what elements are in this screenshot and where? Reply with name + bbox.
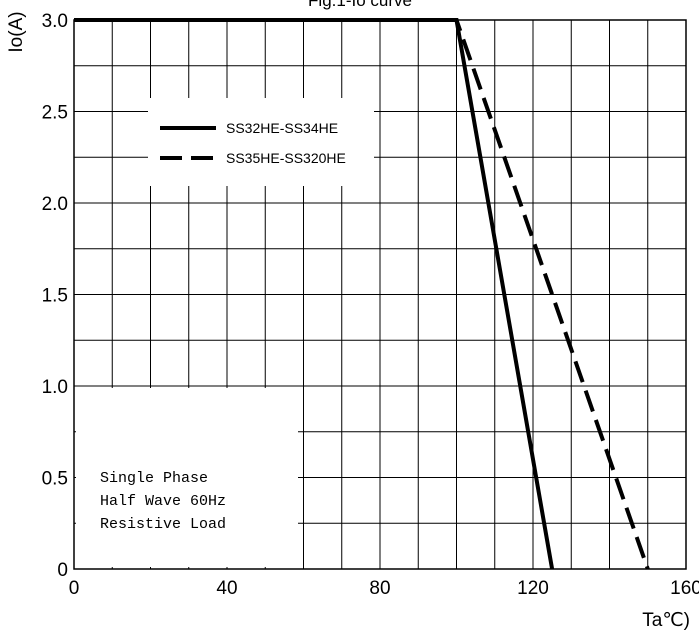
x-tick-label: 80 — [369, 578, 390, 599]
x-tick-label: 120 — [517, 578, 549, 599]
y-tick-label: 1.5 — [42, 286, 68, 307]
x-tick-label: 160 — [670, 578, 699, 599]
tick-labels: 0 40 80 120 160 0 0.5 1.0 1.5 2.0 2.5 3.0 — [42, 11, 699, 599]
label-backgrounds — [76, 98, 374, 567]
y-tick-label: 2.0 — [42, 194, 68, 215]
y-tick-label: 1.0 — [42, 377, 68, 398]
y-tick-label: 0.5 — [42, 469, 68, 490]
x-tick-label: 0 — [69, 578, 80, 599]
note-line: Single Phase — [100, 470, 208, 487]
chart-title: Fig.1-Io curve — [308, 0, 412, 10]
conditions-note: Single Phase Half Wave 60Hz Resistive Lo… — [100, 470, 226, 533]
legend: SS32HE-SS34HE SS35HE-SS320HE — [160, 120, 346, 166]
y-tick-label: 3.0 — [42, 11, 68, 32]
note-background — [76, 388, 298, 567]
legend-label-solid: SS32HE-SS34HE — [226, 120, 338, 136]
y-axis-label: Io(A) — [6, 11, 27, 52]
legend-background — [148, 98, 374, 186]
x-tick-label: 40 — [216, 578, 237, 599]
legend-label-dashed: SS35HE-SS320HE — [226, 150, 346, 166]
note-line: Half Wave 60Hz — [100, 493, 226, 510]
series-line-dashed — [74, 18, 650, 570]
x-axis-label: Ta℃) — [642, 610, 690, 631]
y-tick-label: 2.5 — [42, 103, 68, 124]
y-tick-label: 0 — [57, 560, 68, 581]
note-line: Resistive Load — [100, 516, 226, 533]
series-lines — [74, 18, 650, 570]
